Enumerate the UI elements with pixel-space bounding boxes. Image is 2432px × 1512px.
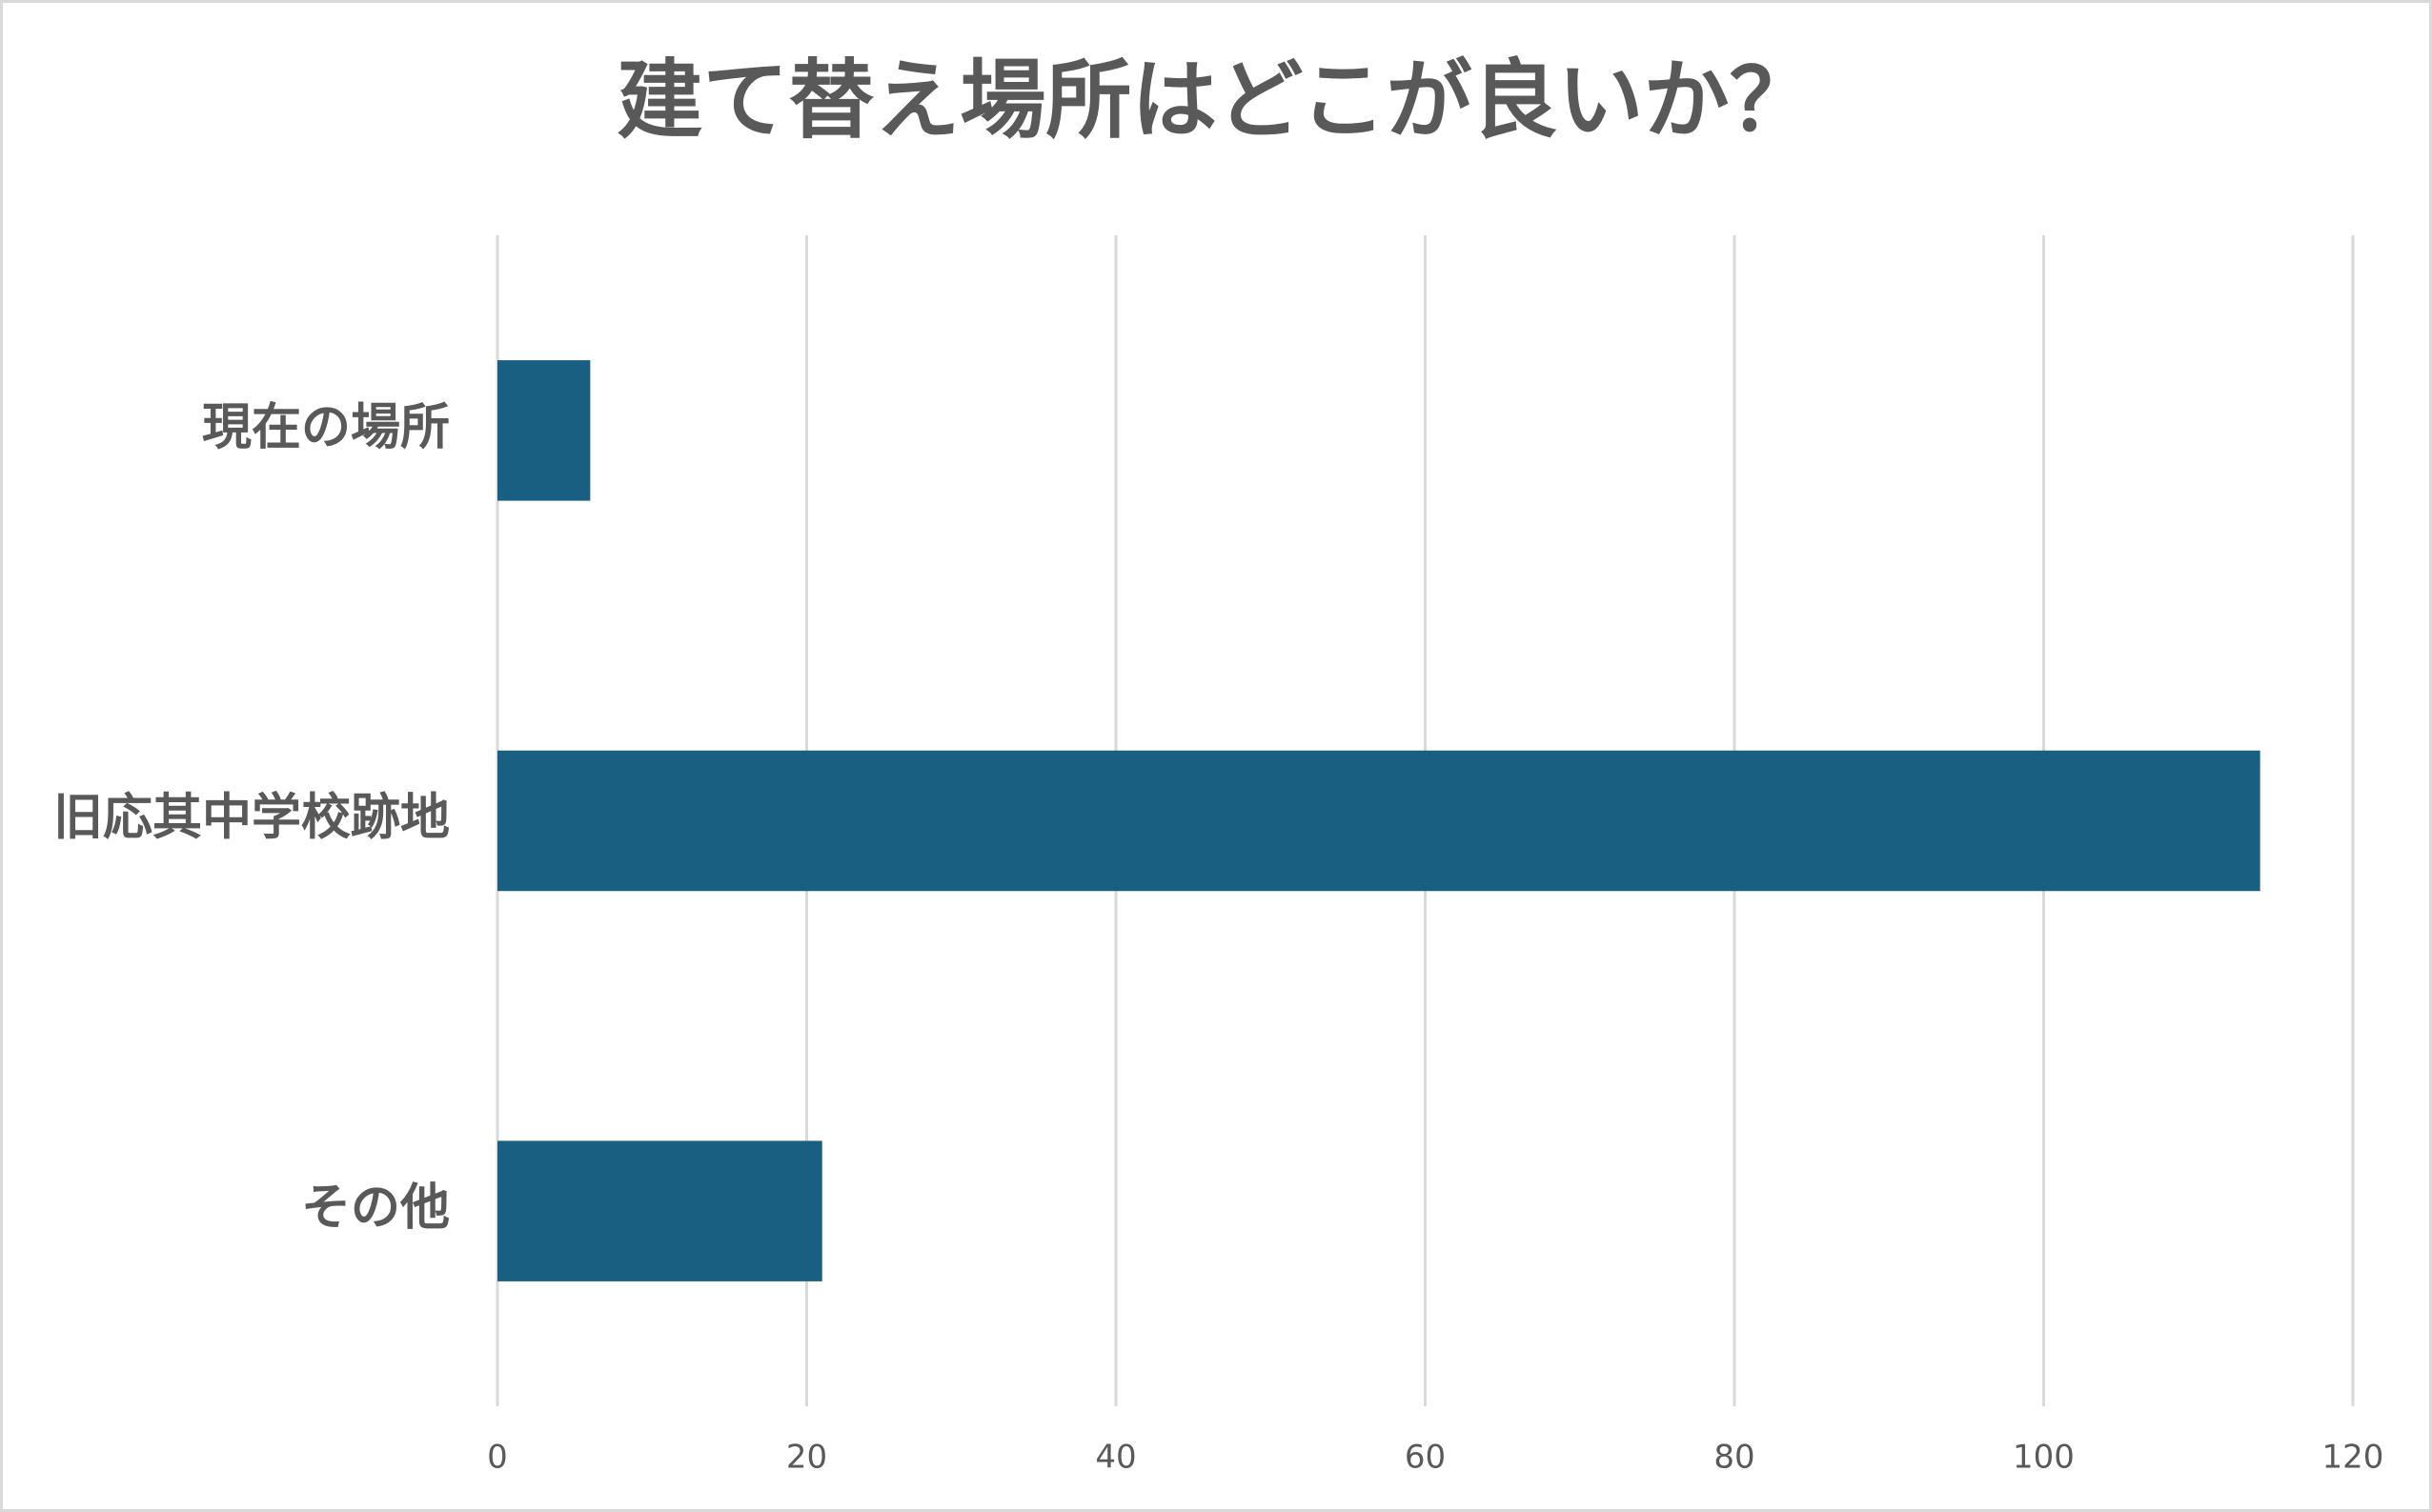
x-tick-label: 60 [1405, 1439, 1446, 1477]
x-tick-label: 100 [2013, 1439, 2075, 1477]
y-tick-label: 旧応其中学校跡地 [53, 790, 450, 847]
x-tick-label: 120 [2322, 1439, 2384, 1477]
bar [497, 750, 2260, 892]
chart-title: 建て替え場所はどこが良いか？ [617, 50, 1814, 151]
x-tick-label: 80 [1713, 1439, 1754, 1477]
x-tick-label: 40 [1095, 1439, 1136, 1477]
bar [497, 360, 591, 501]
y-tick-label: 現在の場所 [202, 399, 450, 456]
x-tick-label: 20 [786, 1439, 827, 1477]
y-tick-label: その他 [301, 1179, 450, 1237]
bar [497, 1140, 822, 1281]
x-tick-label: 0 [487, 1439, 508, 1477]
